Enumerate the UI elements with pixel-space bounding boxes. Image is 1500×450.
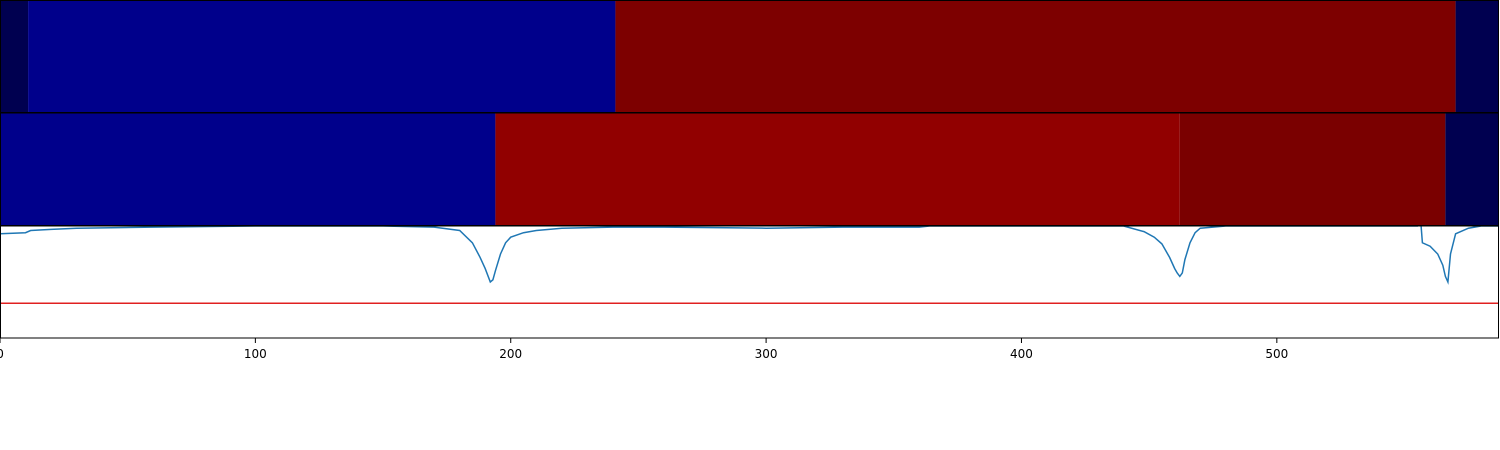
panel-frames (0, 0, 1499, 339)
x-axis: 0 100 200 300 400 500 (0, 338, 1288, 361)
x-tick-label-100: 100 (244, 347, 267, 361)
x-tick-label-300: 300 (755, 347, 778, 361)
x-tick-label-400: 400 (1010, 347, 1033, 361)
segment-2-1 (0, 113, 496, 225)
segment-2-4 (1445, 113, 1499, 225)
segment-2-3 (1179, 113, 1446, 225)
line-panel-background (0, 226, 1499, 338)
x-tick-label-0: 0 (0, 347, 4, 361)
line-panel (0, 226, 1499, 338)
segment-track-2 (0, 113, 1499, 225)
x-tick-label-500: 500 (1265, 347, 1288, 361)
panel-frame-3 (0, 225, 1499, 339)
segment-1-1 (0, 0, 29, 112)
segment-1-4 (1455, 0, 1499, 112)
segment-track-1 (0, 0, 1499, 112)
series-line (0, 226, 1499, 285)
segment-1-2 (28, 0, 616, 112)
segment-1-3 (615, 0, 1456, 112)
segment-2-2 (495, 113, 1180, 225)
x-tick-label-200: 200 (499, 347, 522, 361)
